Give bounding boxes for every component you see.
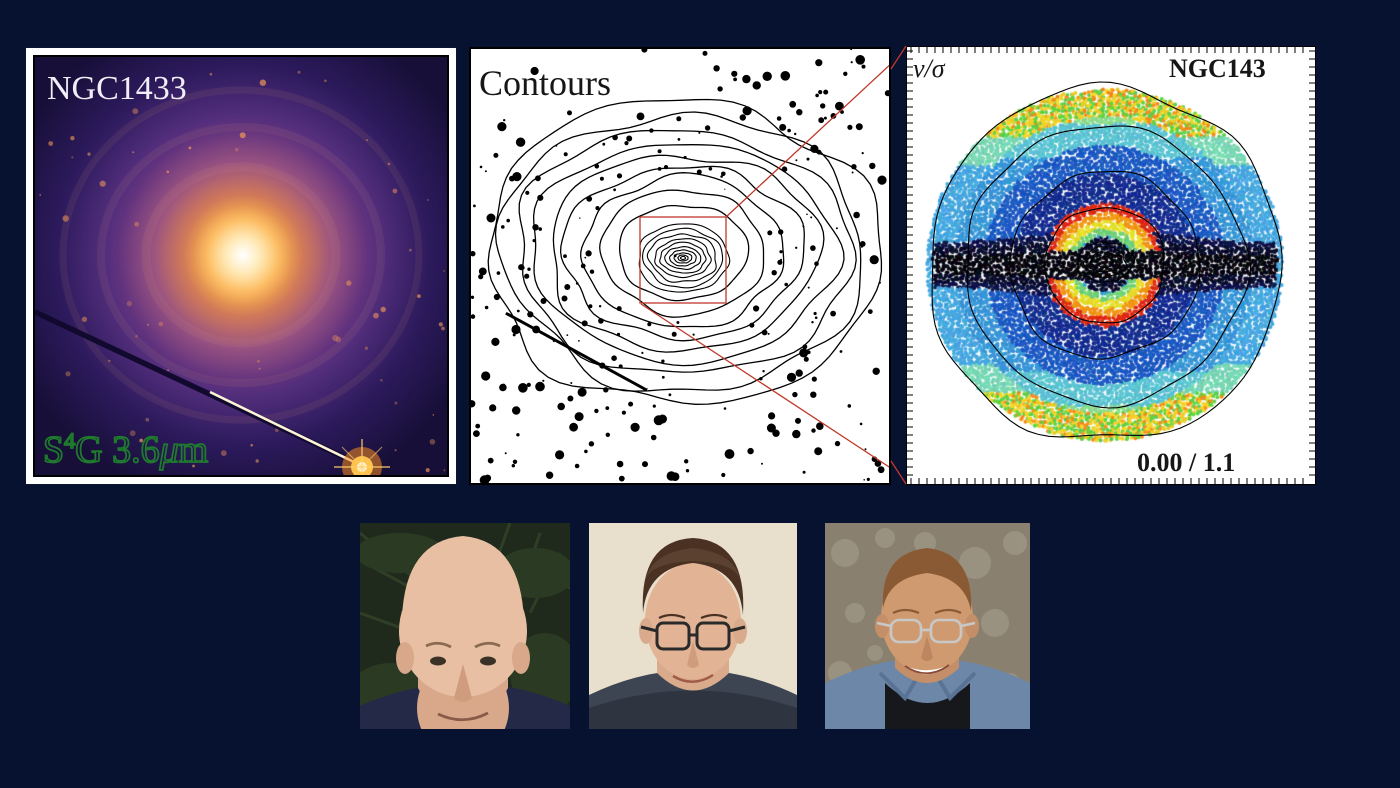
svg-text:NGC1433: NGC1433 — [47, 70, 187, 107]
svg-text:Contours: Contours — [479, 63, 611, 103]
svg-text:0.00 / 1.1: 0.00 / 1.1 — [1137, 448, 1235, 477]
svg-text:v/σ: v/σ — [913, 54, 946, 83]
svg-text:NGC143: NGC143 — [1169, 54, 1266, 83]
